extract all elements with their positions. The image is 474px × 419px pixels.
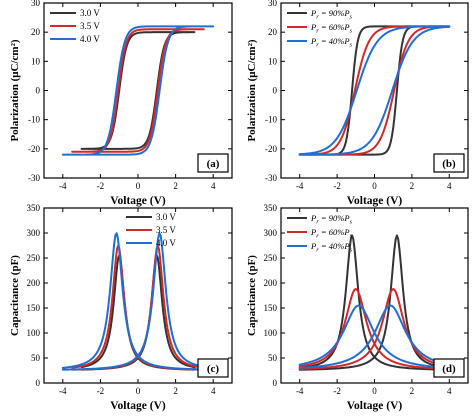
- y-axis-label: Polarization (μC/cm²): [9, 39, 21, 141]
- x-tick-label: 4: [211, 181, 216, 191]
- y-axis-label: Capacitance (pF): [9, 255, 21, 336]
- y-tick-label: 300: [27, 228, 41, 238]
- x-axis-label: Voltage (V): [110, 400, 166, 412]
- legend-label: Pr = 40%Ps: [310, 241, 353, 254]
- y-tick-label: 50: [31, 353, 41, 363]
- panel-label-box: [433, 358, 465, 378]
- y-tick-label: 30: [31, 0, 41, 8]
- legend-label: 3.0 V: [80, 8, 100, 18]
- panel-label-box: [197, 358, 229, 378]
- y-tick-label: 0: [273, 86, 278, 96]
- y-tick-label: 200: [264, 278, 278, 288]
- x-tick-label: 2: [410, 386, 415, 396]
- panel-label-box: [433, 153, 465, 173]
- y-tick-label: 300: [264, 228, 278, 238]
- y-tick-label: 0: [36, 378, 41, 388]
- x-tick-label: 0: [372, 386, 377, 396]
- legend-label: 4.0 V: [156, 238, 176, 248]
- x-tick-label: 0: [372, 181, 377, 191]
- y-tick-label: -30: [265, 173, 277, 183]
- x-tick-label: -4: [59, 181, 67, 191]
- y-tick-label: -20: [28, 144, 40, 154]
- x-axis-label: Voltage (V): [347, 400, 403, 412]
- series-line-1: [80, 254, 196, 371]
- x-tick-label: -2: [333, 181, 341, 191]
- x-tick-label: 2: [410, 181, 415, 191]
- y-tick-label: -30: [28, 173, 40, 183]
- y-tick-label: 30: [268, 0, 278, 8]
- series-line-3: [61, 25, 215, 156]
- legend-label: Pr = 60%Ps: [310, 22, 353, 35]
- y-tick-label: 0: [273, 378, 278, 388]
- y-tick-label: 250: [27, 253, 41, 263]
- x-tick-label: -4: [59, 386, 67, 396]
- series-line-1: [298, 234, 451, 371]
- series-line-3: [298, 304, 451, 369]
- x-tick-label: 4: [447, 386, 452, 396]
- y-axis-label: Polarization (μC/cm²): [246, 39, 258, 141]
- x-tick-label: -2: [97, 181, 105, 191]
- x-tick-label: 4: [447, 181, 452, 191]
- y-tick-label: 10: [268, 56, 278, 66]
- series-line-2: [71, 28, 205, 153]
- x-tick-label: -4: [296, 181, 304, 191]
- legend-label: 3.5 V: [156, 225, 176, 235]
- y-tick-label: 100: [264, 328, 278, 338]
- x-tick-label: 2: [173, 386, 178, 396]
- y-tick-label: 20: [268, 27, 278, 37]
- chart-panel-c: -4 -2 0 2 4 0 50 100 150 200 250 300 350 Voltage (V) C…: [9, 203, 233, 412]
- legend-label: Pr = 60%Ps: [310, 227, 353, 240]
- panel-label: (a): [207, 158, 220, 170]
- chart-panel-d: -4 -2 0 2 4 0 50 100 150 200 250 300 350 Voltage (V) C…: [246, 203, 469, 412]
- legend-label: Pr = 90%Ps: [310, 8, 353, 21]
- series-line-3: [298, 25, 451, 156]
- series-line-1: [80, 31, 196, 150]
- legend-label: Pr = 90%Ps: [310, 213, 353, 226]
- y-axis-label: Capacitance (pF): [246, 255, 258, 336]
- series-line-3: [61, 232, 215, 371]
- panel-label: (b): [442, 158, 456, 170]
- x-tick-label: -2: [97, 386, 105, 396]
- panel-label: (c): [207, 363, 220, 375]
- y-tick-label: 20: [31, 27, 41, 37]
- legend-label: Pr = 40%Ps: [310, 36, 353, 49]
- y-tick-label: 150: [264, 303, 278, 313]
- y-tick-label: 50: [268, 353, 278, 363]
- y-tick-label: 10: [31, 56, 41, 66]
- x-tick-label: 2: [173, 181, 178, 191]
- y-tick-label: -10: [28, 115, 40, 125]
- panel-label: (d): [442, 363, 456, 375]
- y-tick-label: 100: [27, 328, 41, 338]
- y-tick-label: 200: [27, 278, 41, 288]
- panel-label-box: [197, 153, 229, 173]
- y-tick-label: 350: [27, 203, 41, 213]
- series-line-2: [71, 244, 205, 371]
- legend-label: 3.5 V: [80, 21, 100, 31]
- y-tick-label: 0: [36, 86, 41, 96]
- legend-label: 4.0 V: [80, 34, 100, 44]
- plot-frame: [280, 2, 469, 179]
- y-tick-label: 250: [264, 253, 278, 263]
- x-tick-label: -4: [296, 386, 304, 396]
- x-tick-label: 0: [136, 181, 141, 191]
- y-tick-label: -10: [265, 115, 277, 125]
- x-axis-label: Voltage (V): [347, 195, 403, 207]
- y-tick-label: -20: [265, 144, 277, 154]
- x-tick-label: -2: [333, 386, 341, 396]
- y-tick-label: 150: [27, 303, 41, 313]
- y-tick-label: 350: [264, 203, 278, 213]
- x-tick-label: 4: [211, 386, 216, 396]
- legend-label: 3.0 V: [156, 212, 176, 222]
- x-axis-label: Voltage (V): [110, 195, 166, 207]
- x-tick-label: 0: [136, 386, 141, 396]
